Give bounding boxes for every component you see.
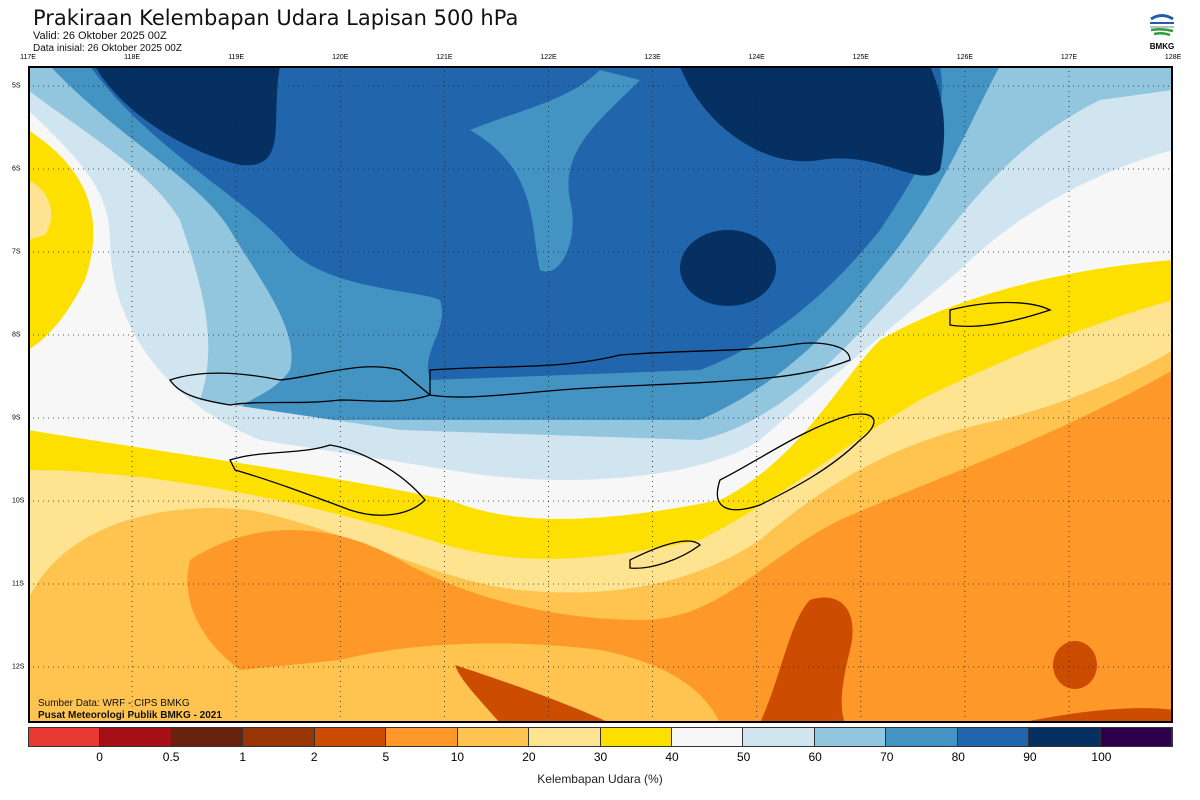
lon-label: 126E xyxy=(956,54,974,61)
colorbar-swatch xyxy=(29,728,101,746)
colorbar-tick-label: 20 xyxy=(522,750,536,764)
lat-label: 10S xyxy=(12,497,25,505)
colorbar-label: Kelembapan Udara (%) xyxy=(537,772,663,786)
colorbar-tick-label: 90 xyxy=(1023,750,1037,764)
logo-text: BMKG xyxy=(1149,42,1175,51)
lat-label: 9S xyxy=(12,414,21,422)
lon-label: 124E xyxy=(748,54,765,61)
band-2-5-c xyxy=(1053,641,1097,689)
lon-label: 125E xyxy=(852,54,869,61)
coast-flores xyxy=(429,342,851,398)
map-canvas xyxy=(30,68,1171,721)
colorbar-swatch xyxy=(171,728,244,746)
lon-label: 123E xyxy=(644,54,661,61)
coast-lombok-sumbawa xyxy=(168,366,432,406)
lat-label: 6S xyxy=(12,165,21,173)
band-5-10 xyxy=(187,371,1171,721)
band-2-5-b xyxy=(760,597,853,721)
colorbar-swatch xyxy=(886,728,958,746)
colorbar-tick-label: 30 xyxy=(593,750,608,764)
lon-label: 128E xyxy=(1164,54,1182,61)
valid-time: Valid: 26 Oktober 2025 00Z xyxy=(33,30,167,42)
lat-label: 8S xyxy=(12,331,21,339)
band-70-80-tongue xyxy=(470,70,640,272)
lon-label: 120E xyxy=(332,54,349,61)
lon-label: 121E xyxy=(436,54,453,61)
colorbar-tick-label: 0.5 xyxy=(162,750,180,764)
lat-label: 11S xyxy=(12,580,24,588)
page-title: Prakiraan Kelembapan Udara Lapisan 500 h… xyxy=(33,6,519,30)
lon-label: 127E xyxy=(1060,54,1078,61)
coast-timor xyxy=(716,413,875,511)
band-90-100-b xyxy=(680,68,945,176)
band-2-5-d xyxy=(1029,708,1171,721)
colorbar-swatch xyxy=(814,728,887,746)
lon-label: 118E xyxy=(124,54,141,61)
colorbar-swatch xyxy=(243,728,315,746)
colorbar-tick-label: 100 xyxy=(1091,750,1112,764)
band-20-30-left xyxy=(30,181,52,240)
coast-wetar xyxy=(949,301,1052,327)
colorbar-swatch xyxy=(529,728,601,746)
lon-label: 119E xyxy=(228,54,245,61)
data-source: Sumber Data: WRF - CIPS BMKG xyxy=(38,698,190,709)
colorbar-swatch xyxy=(600,728,672,746)
colorbar-tick-label: 0 xyxy=(96,750,103,764)
colorbar-tick-label: 10 xyxy=(450,750,465,764)
graticule xyxy=(30,68,1171,721)
colorbar-tick-label: 50 xyxy=(736,750,751,764)
colorbar-swatch xyxy=(1100,728,1172,746)
initial-time: Data inisial: 26 Oktober 2025 00Z xyxy=(33,43,182,54)
colorbar-swatch xyxy=(100,728,172,746)
band-2-5-a xyxy=(455,665,606,721)
colorbar-swatch xyxy=(386,728,458,746)
colorbar-swatch xyxy=(457,728,530,746)
colorbar-swatch xyxy=(671,728,744,746)
colorbar-tick-label: 1 xyxy=(239,750,247,764)
band-30-40-left xyxy=(30,131,94,349)
colorbar-tick-label: 60 xyxy=(808,750,822,764)
colorbar-tick-label: 80 xyxy=(951,750,965,764)
coast-rote xyxy=(629,540,701,569)
band-90-100-c xyxy=(680,230,776,306)
bmkg-logo-icon xyxy=(1149,11,1175,37)
colorbar-swatch xyxy=(314,728,387,746)
humidity-map[interactable] xyxy=(28,66,1173,723)
coastlines xyxy=(168,301,1052,569)
bmkg-logo: BMKG xyxy=(1144,10,1180,51)
colorbar-swatch xyxy=(957,728,1030,746)
lon-label: 122E xyxy=(540,54,557,61)
lon-label: 117E xyxy=(20,54,36,61)
coast-sumba xyxy=(229,444,426,516)
colorbar-tick-label: 70 xyxy=(880,750,894,764)
colorbar-tick-label: 5 xyxy=(382,750,390,764)
band-90-100-a xyxy=(96,68,280,166)
colorbar xyxy=(28,727,1173,747)
lat-label: 7S xyxy=(12,248,21,256)
colorbar-tick-label: 40 xyxy=(665,750,679,764)
colorbar-swatch xyxy=(1029,728,1101,746)
colorbar-swatch xyxy=(743,728,815,746)
lat-label: 12S xyxy=(12,663,25,671)
colorbar-tick-label: 2 xyxy=(310,750,318,764)
credit: Pusat Meteorologi Publik BMKG - 2021 xyxy=(38,710,222,721)
lat-label: 5S xyxy=(12,82,21,90)
